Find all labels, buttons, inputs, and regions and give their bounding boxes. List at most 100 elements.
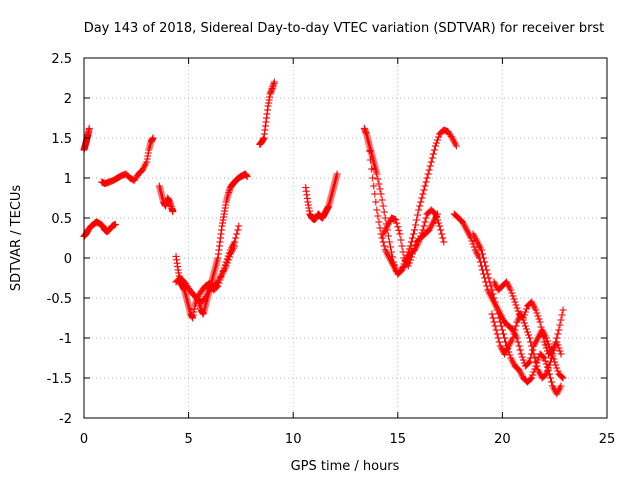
data-point (375, 218, 383, 226)
y-tick-label: 1.5 (51, 132, 72, 147)
data-point (440, 238, 448, 246)
data-point (495, 338, 503, 346)
data-point (379, 202, 387, 210)
data-point (218, 270, 226, 278)
data-point (553, 338, 561, 346)
data-point (512, 301, 520, 309)
data-point (513, 304, 521, 312)
data-point (490, 294, 498, 302)
data-point (554, 367, 562, 375)
data-point (556, 321, 564, 329)
data-point (537, 323, 545, 331)
data-point (379, 238, 387, 246)
data-point (413, 216, 421, 224)
data-point (439, 234, 447, 242)
data-point (497, 322, 505, 330)
data-point (491, 322, 499, 330)
data-point (371, 190, 379, 198)
data-point (557, 350, 565, 358)
x-tick-label: 15 (390, 432, 407, 447)
data-point (515, 342, 523, 350)
data-point (529, 346, 537, 354)
data-point (408, 250, 416, 258)
data-point (405, 259, 413, 267)
data-point (510, 295, 518, 303)
data-point (514, 307, 522, 315)
data-point (542, 370, 550, 378)
data-point (493, 330, 501, 338)
data-point (414, 211, 422, 219)
data-point (492, 302, 500, 310)
data-point (380, 208, 388, 216)
data-point (412, 241, 420, 249)
data-point (489, 314, 497, 322)
data-point (423, 174, 431, 182)
data-point (514, 338, 522, 346)
data-point (270, 78, 278, 86)
data-point (517, 350, 525, 358)
data-point (233, 230, 241, 238)
data-point (519, 356, 527, 364)
y-tick-label: -1.5 (47, 372, 72, 387)
data-point (384, 232, 392, 240)
data-point (525, 331, 533, 339)
data-point (421, 218, 429, 226)
data-point (494, 334, 502, 342)
data-point (447, 132, 455, 140)
data-point (539, 333, 547, 341)
data-point (498, 326, 506, 334)
data-point (522, 325, 530, 333)
data-point (528, 374, 536, 382)
data-point (557, 382, 565, 390)
data-point (427, 158, 435, 166)
data-point (526, 358, 534, 366)
data-point (488, 286, 496, 294)
data-point (385, 238, 393, 246)
data-point (492, 326, 500, 334)
data-point (511, 326, 519, 334)
data-point (519, 314, 527, 322)
data-point (438, 230, 446, 238)
data-point (534, 312, 542, 320)
data-point (529, 371, 537, 379)
data-point (111, 220, 119, 228)
data-point (533, 362, 541, 370)
data-point (417, 198, 425, 206)
data-point (555, 344, 563, 352)
data-point (479, 250, 487, 258)
data-point (489, 290, 497, 298)
data-point (372, 198, 380, 206)
data-point (509, 292, 517, 300)
data-point (149, 134, 157, 142)
data-point (528, 342, 536, 350)
data-point (378, 234, 386, 242)
data-point (483, 266, 491, 274)
data-point (398, 242, 406, 250)
data-point (221, 261, 229, 269)
data-point (416, 202, 424, 210)
data-point (540, 338, 548, 346)
data-point (411, 244, 419, 252)
data-point (386, 243, 394, 251)
data-point (542, 360, 550, 368)
data-point (554, 330, 562, 338)
data-point (530, 350, 538, 358)
y-tick-label: 1 (64, 172, 72, 187)
data-point (491, 298, 499, 306)
data-point (430, 146, 438, 154)
chart-title: Day 143 of 2018, Sidereal Day-to-day VTE… (84, 21, 605, 36)
data-point (524, 328, 532, 336)
data-point (235, 222, 243, 230)
data-point (393, 219, 401, 227)
data-point (406, 242, 414, 250)
y-tick-label: 2.5 (51, 52, 72, 67)
plot-frame (83, 57, 608, 419)
data-point (538, 328, 546, 336)
data-point (496, 318, 504, 326)
y-tick-label: -0.5 (47, 292, 72, 307)
x-tick-label: 20 (494, 432, 511, 447)
data-point (406, 256, 414, 264)
data-point (232, 234, 240, 242)
data-point (169, 208, 177, 216)
